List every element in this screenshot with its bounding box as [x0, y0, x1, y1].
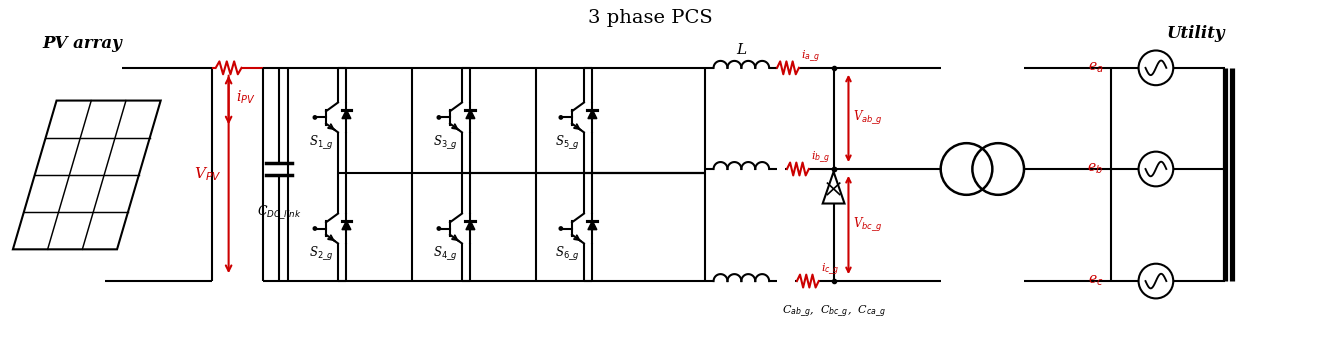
Text: e$_c$: e$_c$	[1088, 274, 1104, 288]
Text: C$_{DC\_link}$: C$_{DC\_link}$	[256, 204, 301, 221]
Text: S$_{6\_g}$: S$_{6\_g}$	[555, 245, 579, 263]
Polygon shape	[466, 110, 475, 119]
Text: V$_{ab\_g}$: V$_{ab\_g}$	[854, 110, 883, 127]
Polygon shape	[588, 110, 596, 119]
Text: S$_{4\_g}$: S$_{4\_g}$	[433, 245, 457, 263]
Text: S$_{1\_g}$: S$_{1\_g}$	[308, 134, 333, 152]
Text: C$_{ab\_g}$,  C$_{bc\_g}$,  C$_{ca\_g}$: C$_{ab\_g}$, C$_{bc\_g}$, C$_{ca\_g}$	[782, 303, 886, 318]
Text: V$_{bc\_g}$: V$_{bc\_g}$	[854, 216, 883, 234]
Text: PV array: PV array	[42, 35, 122, 52]
Text: 3 phase PCS: 3 phase PCS	[588, 9, 712, 27]
Text: i$_{a\_g}$: i$_{a\_g}$	[801, 48, 819, 64]
Text: e$_b$: e$_b$	[1088, 162, 1104, 176]
Text: i$_{PV}$: i$_{PV}$	[235, 89, 255, 106]
Text: S$_{5\_g}$: S$_{5\_g}$	[555, 134, 579, 152]
Text: e$_a$: e$_a$	[1088, 61, 1104, 75]
Polygon shape	[343, 221, 351, 229]
Text: L: L	[736, 43, 746, 57]
Text: Utility: Utility	[1166, 25, 1224, 42]
Text: S$_{3\_g}$: S$_{3\_g}$	[433, 134, 457, 152]
Text: V$_{PV}$: V$_{PV}$	[194, 165, 222, 183]
Text: S$_{2\_g}$: S$_{2\_g}$	[308, 245, 333, 263]
Text: i$_{b\_g}$: i$_{b\_g}$	[811, 149, 830, 165]
Polygon shape	[588, 221, 596, 229]
Polygon shape	[343, 110, 351, 119]
Polygon shape	[466, 221, 475, 229]
Text: i$_{c\_g}$: i$_{c\_g}$	[821, 261, 839, 277]
